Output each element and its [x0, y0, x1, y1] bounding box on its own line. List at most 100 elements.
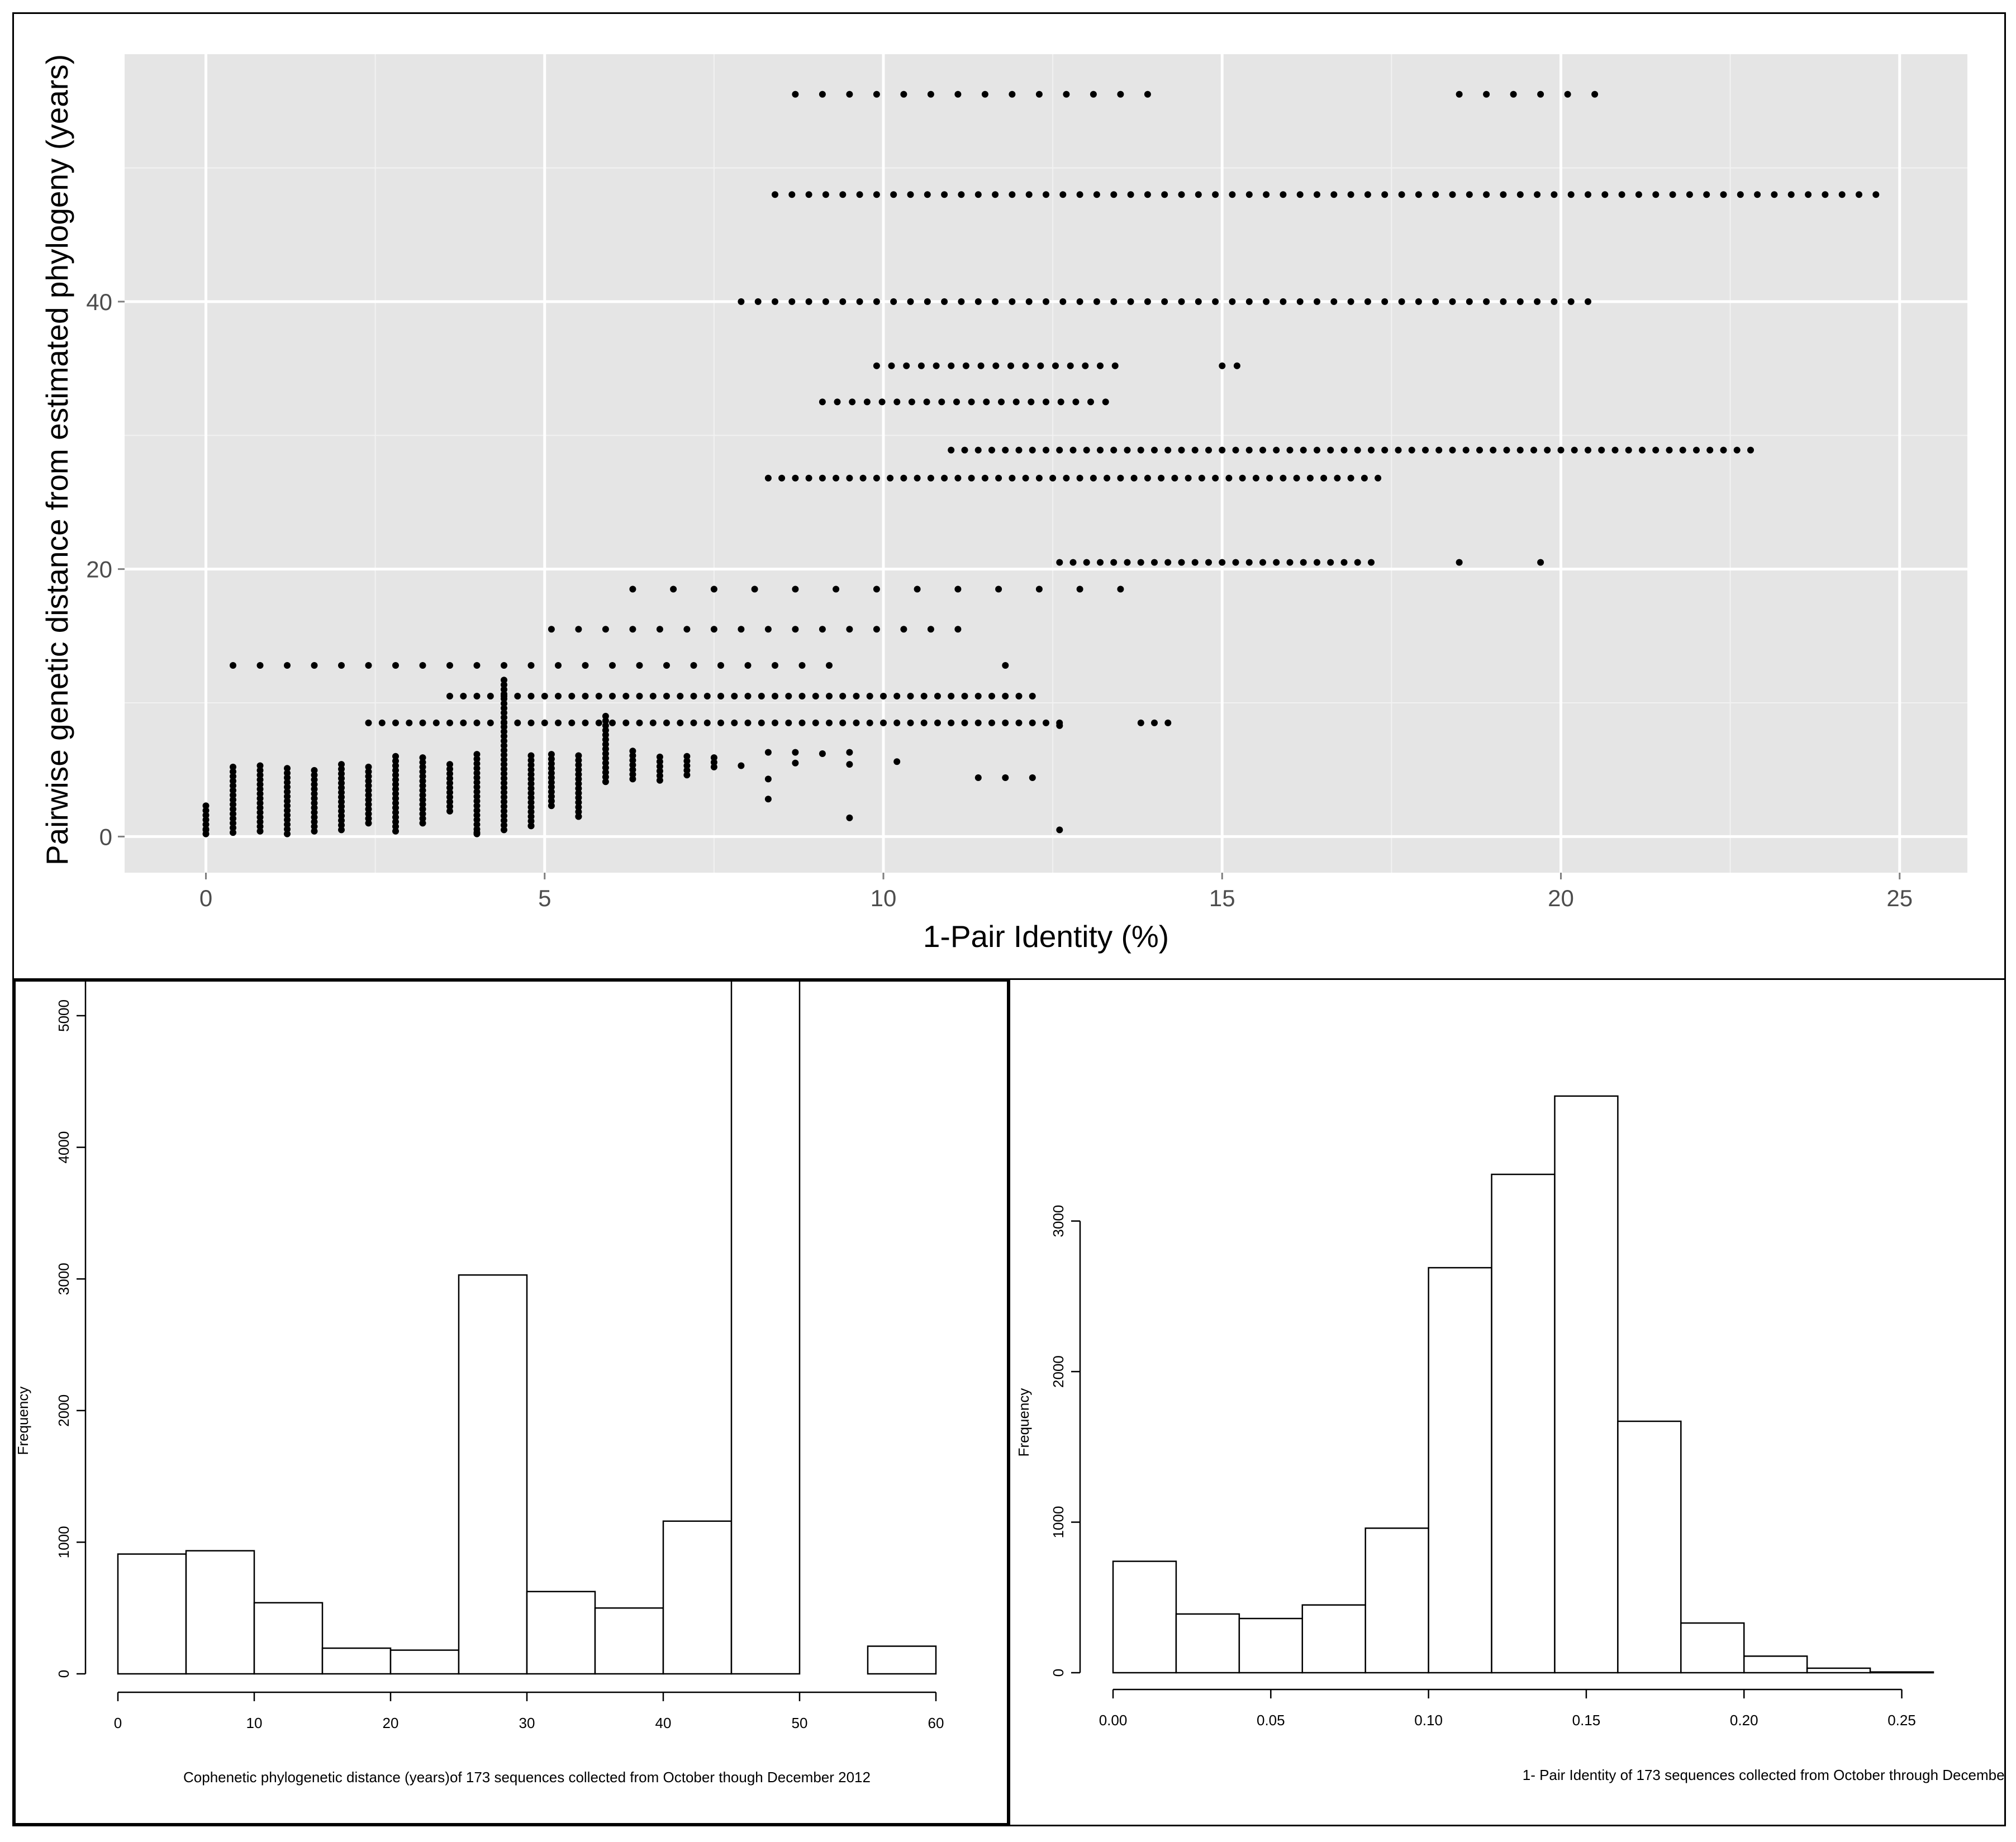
data-point	[873, 474, 880, 482]
data-point	[256, 809, 264, 816]
data-point	[988, 446, 995, 454]
data-point	[819, 750, 826, 757]
data-point	[473, 751, 481, 758]
data-point	[629, 586, 636, 593]
data-point	[473, 793, 481, 800]
data-point	[992, 362, 1000, 369]
data-point	[311, 781, 318, 788]
data-point	[1747, 446, 1754, 454]
data-point	[819, 474, 826, 482]
data-point	[1002, 719, 1009, 726]
data-point	[1056, 446, 1063, 454]
data-point	[338, 662, 345, 669]
data-point	[284, 779, 291, 786]
data-point	[575, 808, 582, 816]
data-point	[575, 766, 582, 773]
data-point	[917, 362, 925, 369]
histogram-bar	[1743, 1655, 1808, 1674]
data-point	[1015, 719, 1023, 726]
data-point	[1035, 91, 1043, 98]
data-point	[1462, 446, 1470, 454]
data-point	[636, 719, 643, 726]
data-point	[683, 758, 691, 765]
data-point	[1456, 91, 1463, 98]
data-point	[1415, 298, 1422, 305]
data-point	[1679, 446, 1686, 454]
data-point	[487, 693, 494, 699]
data-point	[311, 776, 318, 783]
y-tick-label: 0	[55, 1670, 72, 1678]
data-point	[738, 298, 745, 305]
data-point	[1144, 298, 1151, 305]
data-point	[853, 719, 860, 726]
data-point	[1117, 91, 1124, 98]
data-point	[1598, 446, 1605, 454]
data-point	[656, 777, 663, 784]
data-point	[527, 789, 535, 797]
data-point	[365, 768, 372, 775]
data-point	[1069, 559, 1077, 566]
data-point	[1009, 91, 1016, 98]
data-point	[914, 586, 921, 593]
data-point	[1327, 559, 1334, 566]
data-point	[812, 719, 819, 726]
data-point	[311, 827, 318, 835]
histogram-bar	[662, 1520, 733, 1675]
data-point	[1232, 446, 1239, 454]
data-point	[1327, 446, 1334, 454]
data-point	[792, 749, 799, 756]
data-point	[1212, 474, 1219, 482]
data-point	[582, 693, 589, 699]
data-point	[1330, 191, 1338, 198]
data-point	[1015, 693, 1023, 699]
data-point	[948, 693, 955, 699]
data-point	[1124, 559, 1131, 566]
x-tick-label: 15	[1209, 885, 1235, 911]
data-point	[230, 824, 236, 831]
data-point	[446, 693, 453, 699]
data-point	[419, 773, 426, 780]
data-point	[893, 693, 901, 699]
data-point	[501, 686, 507, 693]
data-point	[419, 778, 426, 784]
histogram-bar	[1869, 1671, 1934, 1674]
data-point	[772, 298, 778, 305]
histogram-bar	[185, 1550, 255, 1675]
histogram-bar	[1364, 1527, 1429, 1674]
data-point	[683, 772, 691, 779]
data-point	[954, 91, 962, 98]
data-point	[602, 717, 609, 725]
data-point	[392, 772, 399, 779]
data-point	[568, 693, 576, 699]
data-point	[256, 772, 264, 779]
histogram-bar	[458, 1274, 528, 1675]
data-point	[890, 298, 897, 305]
data-point	[501, 728, 507, 735]
data-point	[805, 474, 812, 482]
data-point	[1652, 191, 1660, 198]
data-point	[656, 758, 663, 765]
data-point	[1466, 298, 1473, 305]
data-point	[1398, 298, 1405, 305]
data-point	[1771, 191, 1778, 198]
data-point	[473, 779, 481, 786]
x-tick-label: 0.00	[1099, 1712, 1128, 1729]
data-point	[677, 719, 684, 726]
data-point	[1117, 474, 1124, 482]
data-point	[1415, 191, 1422, 198]
data-point	[1476, 446, 1483, 454]
x-axis-title: 1- Pair Identity of 173 sequences collec…	[1523, 1767, 2004, 1783]
data-point	[1280, 191, 1287, 198]
data-point	[1395, 446, 1402, 454]
data-point	[981, 91, 988, 98]
data-point	[1259, 559, 1266, 566]
data-point	[690, 693, 697, 699]
x-tick-label: 50	[792, 1715, 808, 1731]
data-point	[1083, 559, 1090, 566]
data-point	[311, 795, 318, 802]
data-point	[983, 398, 990, 406]
data-point	[1002, 662, 1009, 669]
data-point	[575, 626, 582, 633]
data-point	[527, 817, 535, 825]
data-point	[501, 751, 507, 759]
